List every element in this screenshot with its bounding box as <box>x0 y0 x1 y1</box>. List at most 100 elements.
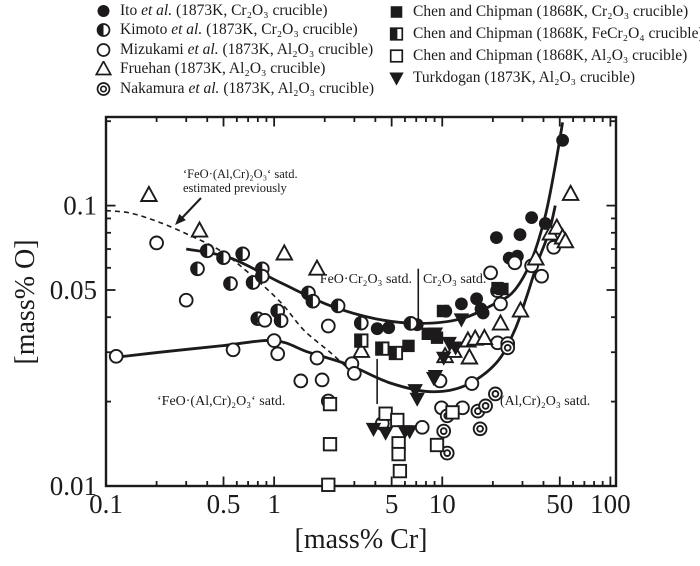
x-tick-label: 100 <box>590 489 631 519</box>
data-point-fruehan <box>274 243 294 261</box>
open-triangle-icon <box>95 61 112 76</box>
data-point-ito <box>525 211 538 224</box>
legend-item-filled-square: Chen and Chipman (1868K, Cr₂O₃ crucible) <box>388 1 700 23</box>
data-point-fruehan <box>561 183 580 201</box>
data-point-chen-cr2o3 <box>496 282 509 296</box>
data-point-kimoto <box>330 298 346 314</box>
data-point-mizukami <box>178 292 194 308</box>
filled-square-icon <box>390 6 403 18</box>
y-tick-label: 0.05 <box>50 275 97 305</box>
y-tick-label: 0.01 <box>50 471 97 501</box>
data-point-mizukami <box>483 265 498 281</box>
data-point-turkdogan <box>447 341 464 356</box>
plot-border <box>104 115 618 488</box>
data-point-ito <box>476 306 490 320</box>
data-point-chen-fecr2o4 <box>388 345 404 361</box>
data-point-fruehan <box>526 248 546 266</box>
data-point-mizukami <box>346 366 362 381</box>
y-tick-label: 0.1 <box>63 191 97 221</box>
data-point-turkdogan <box>365 422 382 437</box>
data-point-turkdogan <box>427 327 444 342</box>
data-point-fruehan <box>511 300 530 318</box>
series-turkdogan <box>365 313 470 441</box>
x-axis-title: [mass% Cr] <box>294 524 428 555</box>
x-tick-label: 5 <box>385 489 399 519</box>
data-point-mizukami <box>493 296 508 312</box>
data-point-ito <box>455 297 468 311</box>
annotation-estimated-line1: ‘FeO·(Al,Cr)₂O₃‘ satd. <box>183 167 298 181</box>
x-tick-label: 10 <box>429 489 456 519</box>
series-nakamura <box>436 340 516 461</box>
data-point-kimoto <box>305 293 321 309</box>
legend-label: Turkdogan (1873K, Al₂O₃ crucible) <box>413 69 636 86</box>
data-point-ito <box>556 133 569 147</box>
data-point-fruehan <box>190 220 209 238</box>
data-point-chen-al2o3 <box>391 446 406 462</box>
series-chen-al2o3 <box>321 396 460 492</box>
data-point-kimoto <box>216 250 231 266</box>
data-point-kimoto <box>403 316 419 331</box>
data-point-chen-al2o3 <box>322 396 338 412</box>
data-point-ito <box>370 322 384 336</box>
half-circle-icon <box>96 23 111 38</box>
filled-square-icon <box>390 6 403 18</box>
data-point-nakamura <box>488 386 503 402</box>
data-point-ito <box>538 217 552 230</box>
curve-dashed-estimated <box>105 209 350 371</box>
data-point-mizukami <box>270 346 286 362</box>
data-point-fruehan <box>351 340 371 358</box>
half-square-icon <box>389 27 404 41</box>
data-point-fruehan <box>139 184 159 202</box>
data-point-kimoto <box>223 276 238 291</box>
data-point-turkdogan <box>401 425 418 440</box>
annotation-alcr2o3-satd: (Al,Cr)₂O₃ satd. <box>500 394 591 409</box>
axis-tick-labels: 0.1 0.5 1 5 10 50 100 0.01 0.05 0.1 <box>50 191 631 519</box>
legend-item-filled-triangle-down: Turkdogan (1873K, Al₂O₃ crucible) <box>388 67 700 89</box>
data-point-kimoto <box>353 315 369 331</box>
data-point-kimoto <box>254 268 270 284</box>
series-chen-fecr2o4 <box>354 333 404 361</box>
legend-label: Nakamura et al. (1873K, Al₂O₃ crucible) <box>120 79 375 97</box>
data-point-mizukami <box>108 348 124 364</box>
data-point-mizukami <box>225 342 241 358</box>
data-point-chen-al2o3 <box>378 406 393 421</box>
data-point-mizukami <box>534 268 549 284</box>
data-point-kimoto <box>235 246 251 262</box>
legend-item-double-circle: Nakamura et al. (1873K, Al₂O₃ crucible) <box>95 79 374 99</box>
data-point-mizukami <box>309 350 325 366</box>
legend-label: Ito et al. (1873K, Cr₂O₃ crucible) <box>120 1 328 19</box>
x-tick-label: 1 <box>267 489 281 519</box>
legend-column-left: Ito et al. (1873K, Cr₂O₃ crucible) Kimoto… <box>95 1 374 99</box>
data-point-mizukami <box>320 318 336 334</box>
legend-item-filled-circle: Ito et al. (1873K, Cr₂O₃ crucible) <box>95 1 374 21</box>
annotation-arrow <box>175 197 202 225</box>
data-point-chen-fecr2o4 <box>375 341 390 356</box>
data-point-nakamura <box>500 340 516 356</box>
data-point-turkdogan <box>453 313 470 328</box>
legend-label: Chen and Chipman (1868K, Cr₂O₃ crucible) <box>413 3 689 20</box>
data-point-chen-al2o3 <box>322 437 338 452</box>
data-point-kimoto <box>273 313 289 328</box>
legend-item-open-square: Chen and Chipman (1868K, Al₂O₃ crucible) <box>388 45 700 67</box>
data-point-chen-cr2o3 <box>402 339 415 353</box>
x-tick-label: 0.1 <box>89 489 123 519</box>
legend-label: Chen and Chipman (1868K, FeCr₂O₄ crucibl… <box>413 25 700 42</box>
data-point-mizukami <box>293 373 309 389</box>
data-point-chen-al2o3 <box>445 405 460 420</box>
data-point-chen-al2o3 <box>429 437 445 453</box>
legend-label: Mizukami et al. (1873K, Al₂O₃ crucible) <box>120 40 374 58</box>
open-circle-icon <box>96 42 111 57</box>
data-point-chen-al2o3 <box>392 463 408 479</box>
data-point-ito <box>470 292 483 306</box>
data-point-ito <box>382 321 396 335</box>
annotation-estimated-line2: estimated previously <box>183 180 287 195</box>
data-point-mizukami <box>266 333 282 348</box>
data-point-fruehan <box>556 231 575 249</box>
data-point-fruehan <box>547 217 567 235</box>
data-point-mizukami <box>149 235 164 251</box>
data-point-fruehan <box>460 347 479 365</box>
legend-item-half-square: Chen and Chipman (1868K, FeCr₂O₄ crucibl… <box>388 23 700 45</box>
data-point-turkdogan <box>407 384 423 399</box>
